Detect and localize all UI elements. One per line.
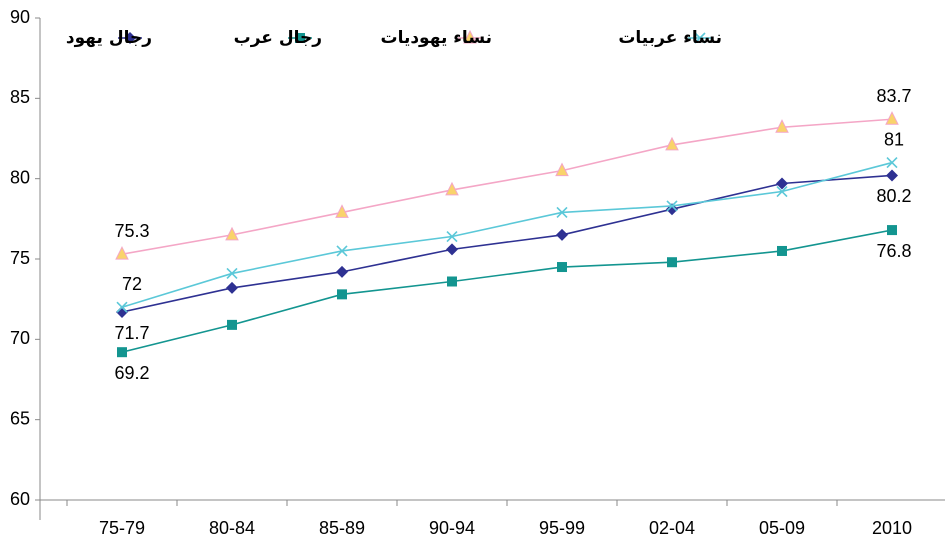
marker xyxy=(885,111,899,125)
x-tick-label: 75-79 xyxy=(99,518,145,538)
marker xyxy=(336,265,348,278)
marker xyxy=(225,226,239,241)
legend-label: رجال عرب xyxy=(234,28,322,48)
marker xyxy=(116,301,128,313)
y-tick-label: 65 xyxy=(10,408,30,428)
marker xyxy=(336,245,348,257)
marker xyxy=(335,204,349,218)
marker xyxy=(295,33,305,43)
y-tick-label: 90 xyxy=(10,7,30,27)
marker xyxy=(556,228,568,241)
series-line xyxy=(121,174,893,313)
marker xyxy=(887,225,897,236)
marker xyxy=(776,177,788,190)
legend-label: نساء يهوديات xyxy=(380,28,492,48)
y-tick-label: 60 xyxy=(10,489,30,509)
data-label: 83.7 xyxy=(876,86,911,106)
marker xyxy=(665,136,679,151)
data-label: 71.7 xyxy=(114,323,149,343)
marker xyxy=(463,29,477,44)
legend-label: رجال يهود xyxy=(66,28,152,48)
x-tick-label: 02-04 xyxy=(649,518,695,538)
marker xyxy=(227,319,237,330)
marker xyxy=(555,162,569,177)
legend-label: نساء عربيات xyxy=(618,28,722,48)
x-tick-label: 05-09 xyxy=(759,518,805,538)
marker xyxy=(886,157,898,169)
y-tick-label: 80 xyxy=(10,167,30,187)
marker xyxy=(116,306,128,319)
data-label: 72 xyxy=(122,274,142,294)
marker xyxy=(557,262,567,273)
marker xyxy=(117,347,127,358)
x-tick-label: 90-94 xyxy=(429,518,475,538)
marker xyxy=(777,245,787,256)
series-line xyxy=(121,229,893,353)
marker xyxy=(447,276,457,287)
data-label: 81 xyxy=(884,129,904,149)
marker xyxy=(115,246,129,260)
x-tick-label: 80-84 xyxy=(209,518,255,538)
marker xyxy=(666,200,678,212)
series-line xyxy=(121,118,893,255)
marker xyxy=(694,32,706,44)
data-label: 75.3 xyxy=(114,221,149,241)
y-tick-label: 75 xyxy=(10,248,30,268)
data-label: 76.8 xyxy=(876,241,911,261)
x-tick-label: 95-99 xyxy=(539,518,585,538)
x-tick-label: 2010 xyxy=(872,518,912,538)
x-tick-label: 85-89 xyxy=(319,518,365,538)
marker xyxy=(226,281,238,294)
y-tick-label: 70 xyxy=(10,328,30,348)
marker xyxy=(776,185,788,198)
series-line xyxy=(121,161,893,308)
data-label: 69.2 xyxy=(114,363,149,383)
marker xyxy=(886,169,898,182)
marker xyxy=(446,230,458,243)
marker xyxy=(556,206,568,218)
y-tick-label: 85 xyxy=(10,87,30,107)
marker xyxy=(124,32,136,44)
marker xyxy=(445,181,459,196)
marker xyxy=(226,267,238,280)
marker xyxy=(446,243,458,256)
data-label: 80.2 xyxy=(876,186,911,206)
marker xyxy=(775,119,789,133)
marker xyxy=(667,257,677,268)
marker xyxy=(337,289,347,300)
